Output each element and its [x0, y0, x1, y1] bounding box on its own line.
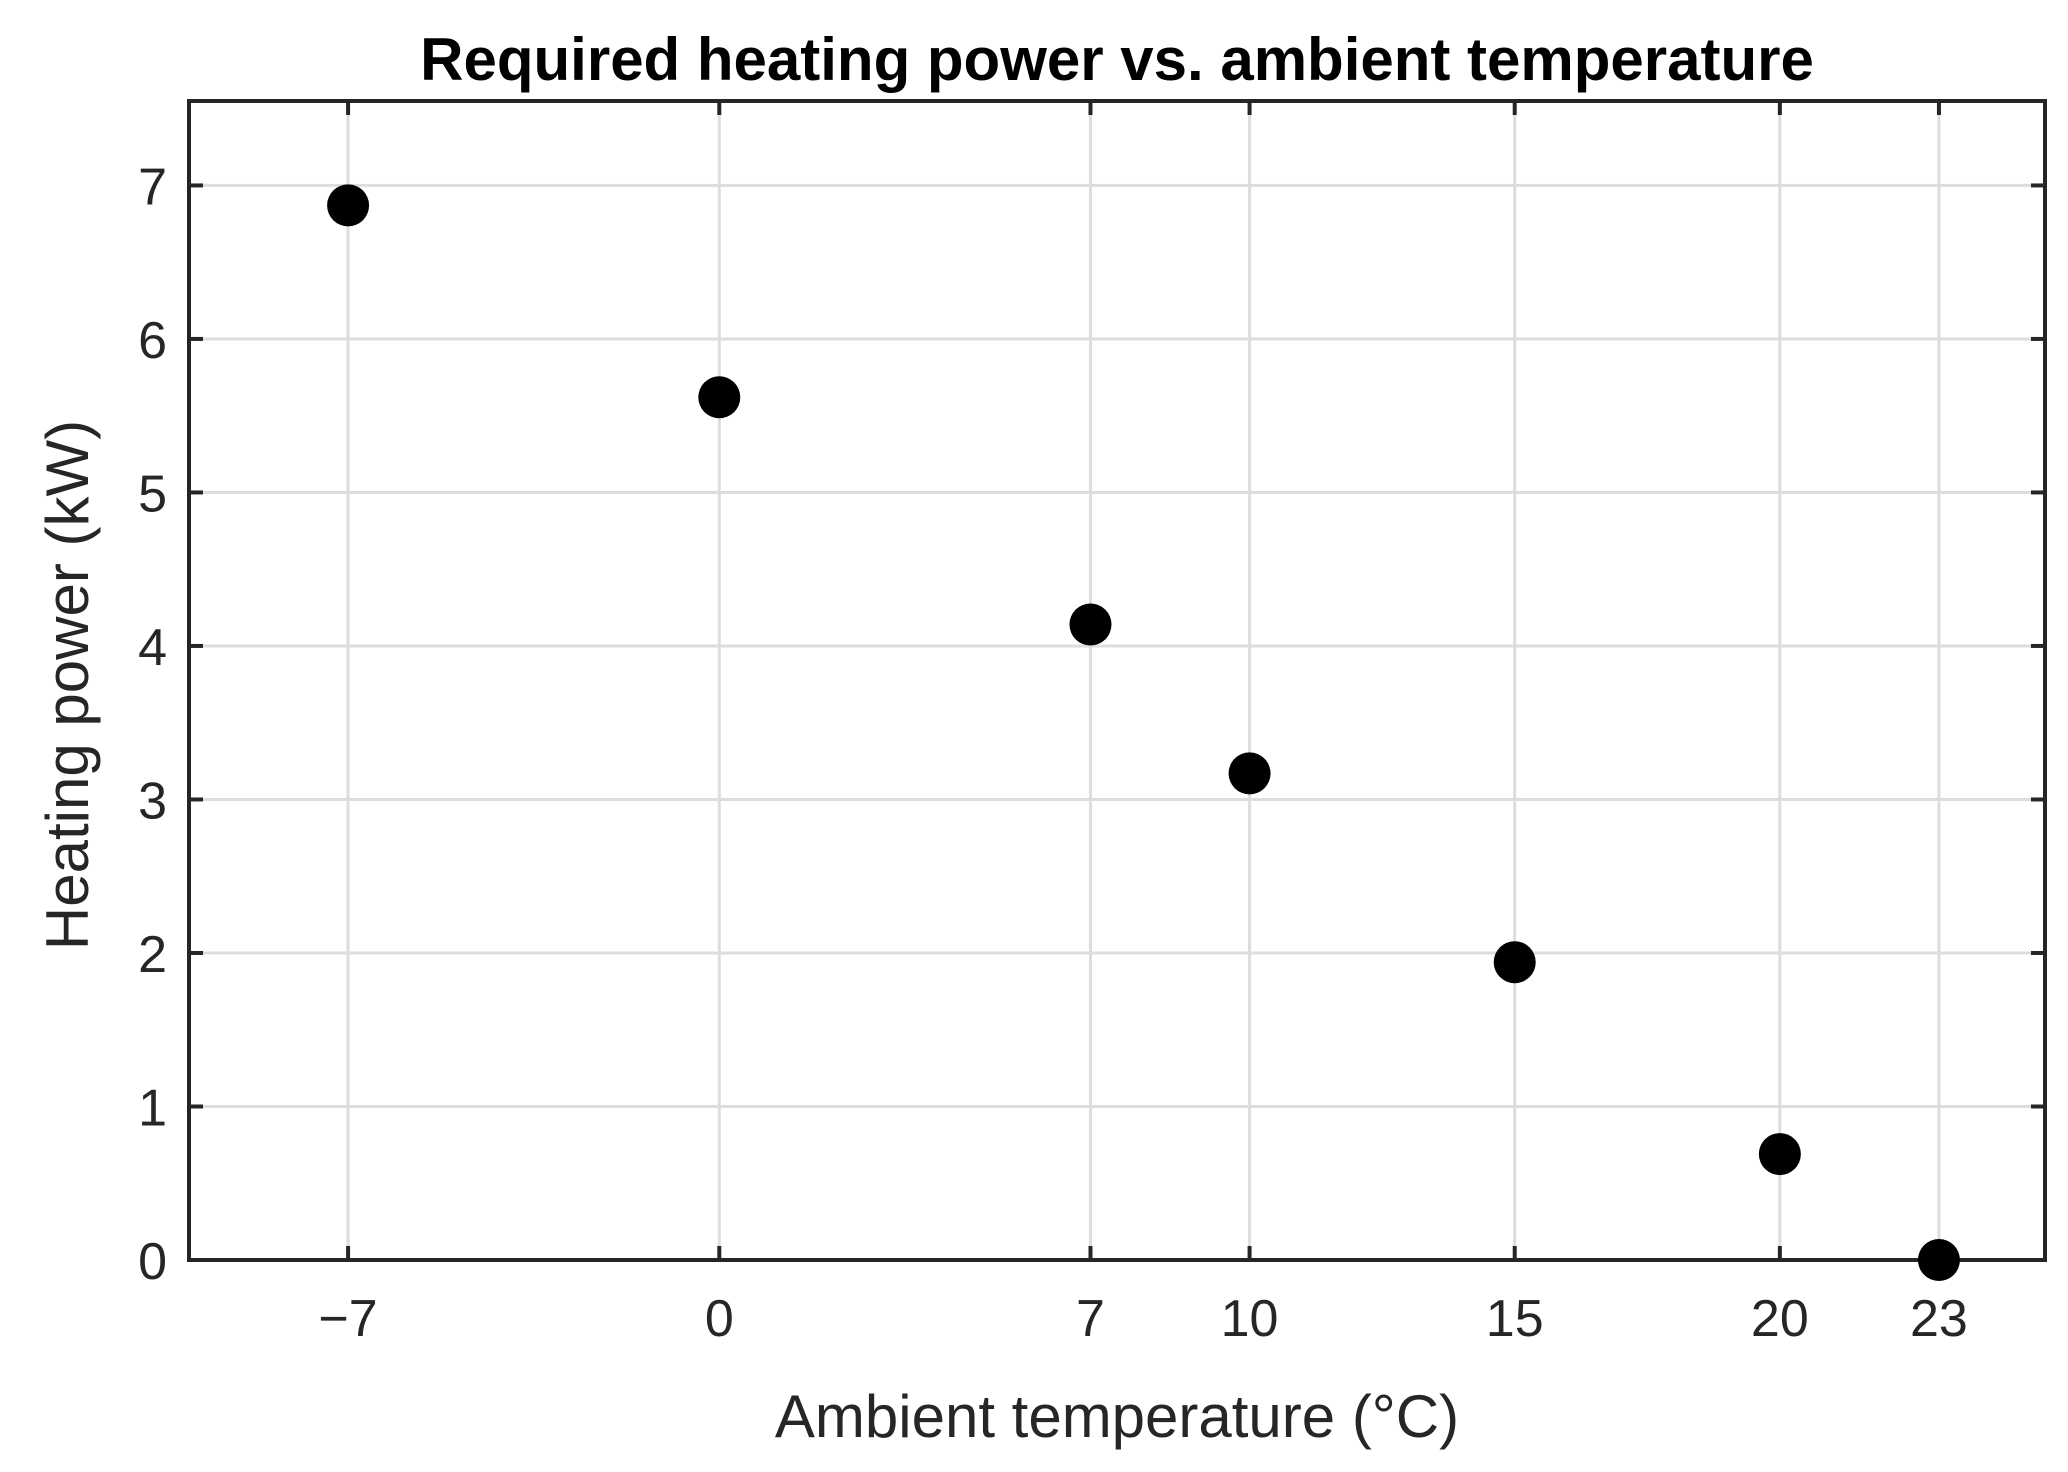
tick-layer [189, 101, 2045, 1262]
y-tick-label: 2 [138, 926, 167, 984]
y-axis-label: Heating power (kW) [34, 420, 101, 950]
x-tick-label: 0 [705, 1290, 734, 1348]
plot-frame [187, 99, 2047, 1262]
x-tick-label: 23 [1910, 1290, 1968, 1348]
data-point [1758, 1133, 1801, 1176]
y-tick-label: 4 [138, 619, 167, 677]
x-tick-label: 15 [1486, 1290, 1544, 1348]
data-point [1493, 941, 1536, 984]
x-tick-label: 20 [1751, 1290, 1809, 1348]
data-point [1228, 752, 1271, 795]
y-tick-label: 0 [138, 1233, 167, 1291]
x-tick-label: −7 [318, 1290, 377, 1348]
data-point [698, 376, 741, 419]
data-point [1069, 603, 1112, 646]
data-point [327, 184, 370, 227]
x-tick-label: 10 [1221, 1290, 1279, 1348]
y-tick-label: 3 [138, 772, 167, 830]
data-point [1917, 1239, 1960, 1281]
data-points [327, 184, 1960, 1281]
x-tick-label: 7 [1076, 1290, 1105, 1348]
y-tick-label: 5 [138, 465, 167, 523]
y-tick-label: 6 [138, 312, 167, 370]
y-tick-label: 7 [138, 158, 167, 216]
y-tick-label: 1 [138, 1079, 167, 1137]
chart-title: Required heating power vs. ambient tempe… [420, 26, 1814, 93]
x-axis-label: Ambient temperature (°C) [775, 1383, 1459, 1450]
grid-layer [189, 101, 2045, 1262]
